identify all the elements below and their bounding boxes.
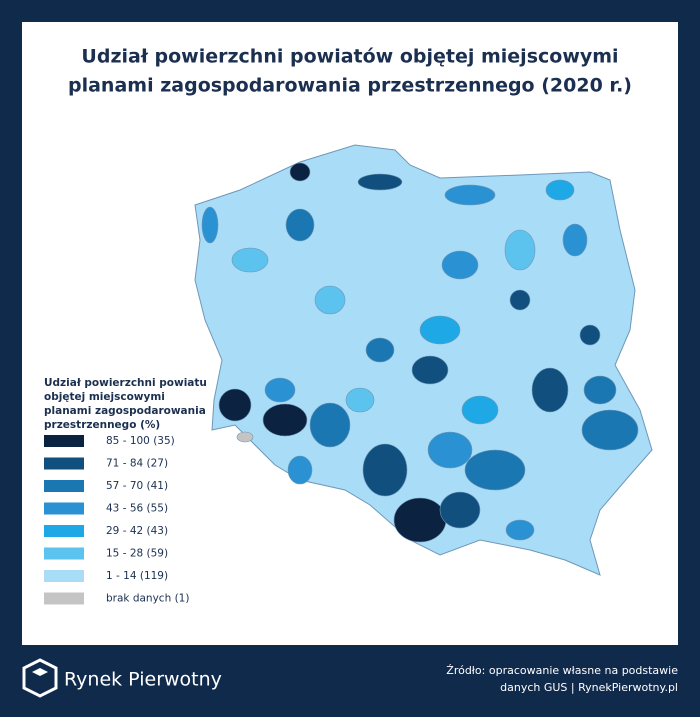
district-patch [309,402,351,448]
district-patch [461,395,499,425]
district-patch [365,337,395,363]
district-patch [427,431,473,469]
district-patch [231,247,269,273]
district-patch [314,285,346,315]
district-patch [545,179,575,201]
title: Udział powierzchni powiatów objętej miej… [81,46,618,68]
district-patch [262,403,308,437]
district-patch [345,387,375,413]
district-patch [393,497,447,543]
legend-label: 1 - 14 (119) [106,570,168,582]
legend-label: 71 - 84 (27) [106,458,168,470]
map [194,144,653,576]
district-patch [362,443,408,497]
district-patch [357,173,403,191]
legend-swatch [44,525,84,537]
district-patch [531,367,569,413]
district-patch [264,377,296,403]
legend-label: 29 - 42 (43) [106,525,168,537]
legend-label: 57 - 70 (41) [106,480,168,492]
district-patch [562,223,588,257]
district-patch [444,184,496,206]
district-patch [464,449,526,491]
district-patch [579,324,601,346]
legend-swatch [44,592,84,605]
legend-title: Udział powierzchni powiatu [44,377,207,389]
district-patch [441,250,479,280]
district-patch [581,409,639,451]
legend-title: objętej miejscowymi [44,391,165,403]
legend-swatch [44,457,84,470]
legend-label: 85 - 100 (35) [106,435,175,447]
district-patch [236,431,254,443]
district-patch [411,355,449,385]
brand: Rynek Pierwotny [64,669,222,691]
district-patch [419,315,461,345]
district-patch [505,519,535,541]
district-patch [201,206,219,244]
legend-title: przestrzennego (%) [44,419,160,431]
district-patch [439,491,481,529]
legend-swatch [44,480,84,492]
legend-label: brak danych (1) [106,593,189,605]
source: Źródło: opracowanie własne na podstawie [446,664,678,677]
district-patch [583,375,617,405]
legend-swatch [44,502,84,515]
source: danych GUS | RynekPierwotny.pl [500,681,678,694]
legend-swatch [44,570,84,582]
district-patch [289,162,311,182]
district-patch [287,455,313,485]
district-patch [509,289,531,311]
legend-swatch [44,435,84,447]
legend: Udział powierzchni powiatu objętej miejsc… [44,377,207,605]
logo [22,658,58,698]
district-patch [218,388,252,422]
legend-title: planami zagospodarowania [44,405,206,417]
legend-label: 43 - 56 (55) [106,503,168,515]
title: planami zagospodarowania przestrzennego … [68,75,632,97]
district-patch [285,208,315,242]
legend-label: 15 - 28 (59) [106,548,168,560]
legend-swatch [44,547,84,560]
district-patch [504,229,536,271]
